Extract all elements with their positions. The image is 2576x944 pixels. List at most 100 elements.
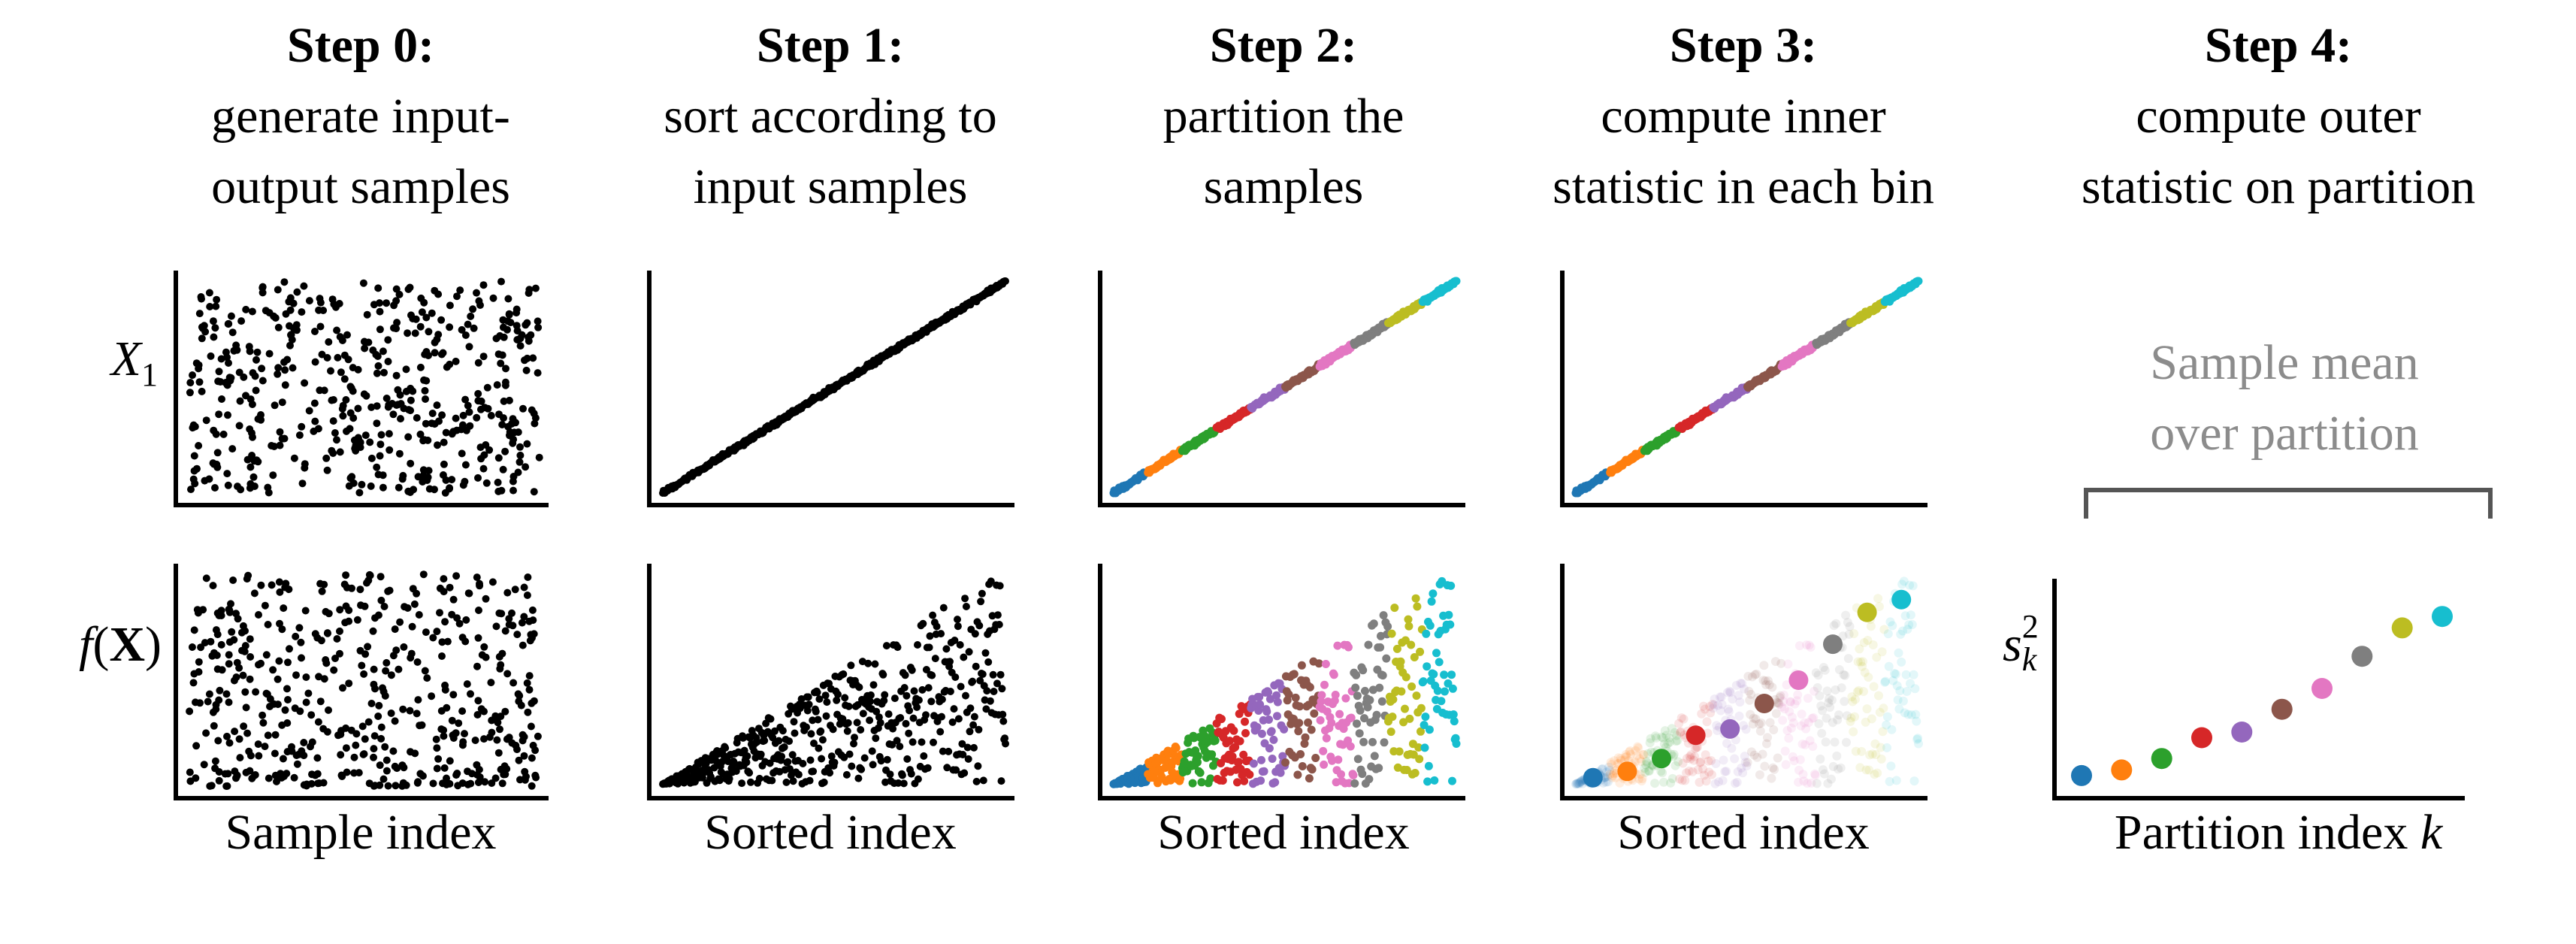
sample-point — [1805, 736, 1815, 746]
plot-step1-output — [647, 564, 1014, 800]
sample-point — [818, 736, 827, 744]
sample-point — [446, 757, 454, 765]
sample-point — [1265, 744, 1274, 753]
sample-point — [213, 463, 222, 471]
xlabel-step3: Sorted index — [1617, 805, 1870, 860]
sample-point — [419, 478, 427, 486]
sample-point — [458, 779, 467, 787]
sample-point — [1639, 750, 1649, 759]
sample-point — [1779, 697, 1788, 706]
step-3-header: Step 3: compute inner statistic in each … — [1503, 11, 1984, 222]
sample-point — [1830, 737, 1840, 747]
sample-point — [1427, 597, 1436, 606]
sample-point — [1750, 670, 1760, 679]
sample-point — [745, 769, 754, 777]
sample-point — [1429, 589, 1438, 598]
sample-point — [908, 666, 916, 674]
sample-point — [1807, 713, 1817, 723]
sample-point — [1816, 701, 1826, 711]
sample-point — [328, 446, 336, 455]
step-1-title: Step 1: — [756, 18, 905, 73]
sample-point — [1395, 747, 1404, 756]
sample-point — [853, 719, 861, 727]
sample-point — [509, 679, 518, 687]
sample-point — [1800, 718, 1810, 728]
sample-point — [803, 723, 810, 731]
bin-statistic-point — [1652, 749, 1671, 769]
sample-point — [371, 782, 379, 790]
sample-point — [224, 411, 231, 419]
sample-point — [1891, 776, 1901, 785]
sample-point — [311, 358, 319, 366]
sample-point — [1804, 640, 1814, 650]
sample-point — [1859, 638, 1869, 647]
sample-point — [376, 299, 383, 307]
sample-point — [340, 351, 349, 359]
sample-point — [1855, 763, 1865, 773]
sample-point — [350, 436, 358, 444]
sample-point — [373, 369, 381, 377]
sample-point — [331, 655, 339, 662]
sample-point — [830, 758, 839, 767]
sample-point — [1337, 770, 1345, 779]
sample-point — [382, 767, 391, 775]
partition-statistic-point — [2231, 722, 2253, 743]
sample-point — [305, 407, 313, 415]
sample-point — [900, 684, 909, 691]
sample-point — [1751, 714, 1761, 724]
sample-point — [889, 725, 897, 733]
sample-point — [1228, 752, 1237, 761]
sample-point — [387, 671, 395, 679]
sample-point — [1755, 719, 1764, 729]
sample-point — [1826, 774, 1836, 784]
sample-point — [1810, 769, 1819, 779]
sample-point — [337, 368, 345, 377]
sample-point — [389, 652, 398, 660]
sample-point — [1870, 739, 1880, 749]
sample-point — [769, 734, 777, 742]
sample-point — [1396, 657, 1405, 666]
sample-point — [1887, 725, 1897, 734]
sample-point — [1794, 641, 1804, 651]
sample-point — [422, 419, 430, 428]
sample-point — [448, 476, 456, 484]
sample-point — [1412, 691, 1421, 700]
sample-point — [190, 626, 198, 634]
sample-point — [1229, 726, 1238, 735]
sample-point — [1812, 779, 1822, 788]
sample-point — [1758, 676, 1768, 685]
sample-point — [1172, 743, 1181, 752]
sample-point — [1359, 737, 1368, 746]
sample-point — [441, 681, 449, 689]
sample-point — [1447, 670, 1456, 679]
sample-point — [1203, 737, 1212, 746]
sample-point — [1670, 728, 1680, 737]
sample-point — [473, 289, 480, 297]
sample-point — [435, 417, 443, 425]
sample-point — [500, 397, 508, 405]
sample-point — [371, 614, 379, 622]
sample-point — [1239, 750, 1248, 759]
sample-point — [329, 396, 337, 404]
sample-point — [1825, 694, 1834, 703]
sample-point — [516, 451, 525, 459]
sample-point — [215, 776, 223, 785]
sample-point — [513, 631, 522, 639]
sample-point — [860, 754, 869, 762]
sample-point — [1741, 725, 1751, 734]
sample-point — [428, 419, 436, 428]
sample-point — [232, 341, 240, 349]
sample-point — [1446, 620, 1455, 629]
sample-point — [336, 606, 344, 614]
sample-point — [222, 690, 231, 698]
sample-point — [484, 404, 492, 413]
sample-point — [1328, 756, 1337, 765]
sample-point — [1699, 701, 1708, 711]
sample-point — [503, 670, 512, 678]
sample-point — [452, 357, 460, 365]
sample-point — [333, 635, 341, 643]
sample-point — [970, 713, 978, 721]
sample-point — [1732, 777, 1742, 787]
sample-point — [1704, 756, 1713, 766]
sample-point — [1865, 750, 1875, 760]
